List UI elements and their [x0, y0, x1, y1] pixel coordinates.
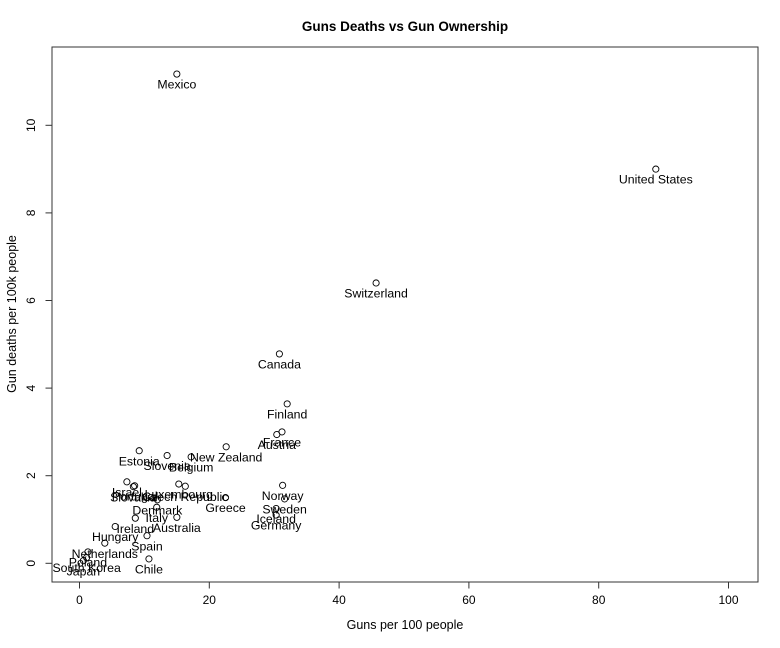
data-point: [281, 495, 289, 503]
data-point-label: South Korea: [52, 561, 121, 575]
x-tick-label: 40: [332, 593, 346, 607]
data-point: [275, 350, 283, 358]
x-tick-label: 60: [462, 593, 476, 607]
data-point: [101, 539, 109, 547]
data-point-label: Austria: [258, 438, 296, 452]
data-point-label: Portugal: [112, 489, 158, 503]
data-point-label: Slovakia: [110, 490, 157, 504]
data-point: [283, 400, 291, 408]
data-point-label: Australia: [153, 521, 201, 535]
data-point-label: Germany: [251, 519, 302, 533]
data-point-label: Czech Republic: [142, 490, 228, 504]
data-point: [123, 478, 131, 486]
y-tick-label: 4: [24, 384, 38, 391]
data-point-label: Hungary: [92, 530, 139, 544]
data-points: [79, 70, 660, 565]
y-tick-label: 8: [24, 209, 38, 216]
x-tick-label: 100: [718, 593, 738, 607]
data-point-label: Mexico: [157, 78, 196, 92]
data-point: [279, 481, 287, 489]
data-point: [187, 453, 195, 461]
data-point-label: Greece: [205, 501, 245, 515]
data-point: [111, 522, 119, 531]
x-tick-label: 80: [592, 593, 606, 607]
x-axis-ticks: 0 20 40 60 80 100: [76, 582, 739, 607]
data-point: [145, 555, 153, 563]
data-point-labels: Mexico United States Switzerland Canada Finl…: [52, 78, 692, 579]
data-point: [273, 430, 281, 439]
data-point: [153, 496, 161, 504]
data-point: [372, 279, 380, 287]
data-point-label: Switzerland: [344, 287, 408, 301]
data-point-label: Estonia: [119, 454, 160, 468]
data-point: [181, 482, 189, 490]
data-point: [652, 165, 660, 173]
data-point: [153, 503, 161, 511]
x-tick-label: 0: [76, 593, 83, 607]
data-point-label: Italy: [145, 511, 168, 525]
data-point-label: Finland: [267, 407, 307, 421]
data-point-label: Iceland: [256, 512, 296, 526]
data-point: [143, 532, 151, 540]
data-point-label: Ireland: [117, 522, 155, 536]
chart-title: Guns Deaths vs Gun Ownership: [302, 19, 508, 34]
y-tick-label: 0: [24, 560, 38, 567]
y-axis-title: Gun deaths per 100k people: [5, 235, 19, 393]
data-point-label: France: [263, 436, 301, 450]
data-point-label: Denmark: [132, 503, 183, 517]
data-point: [163, 452, 171, 460]
x-axis-title: Guns per 100 people: [347, 618, 464, 632]
data-point-label: Israel: [112, 485, 142, 499]
data-point-label: Norway: [262, 489, 305, 503]
data-point: [272, 511, 280, 519]
data-point: [135, 447, 143, 455]
plot-frame: [51, 46, 759, 583]
data-point-label: Belgium: [169, 460, 213, 474]
data-point-label: Poland: [69, 556, 107, 570]
data-point-label: United States: [619, 173, 693, 187]
data-point: [222, 443, 230, 451]
data-point: [79, 557, 87, 565]
y-axis-ticks: 0 2 4 6 8 10: [24, 118, 52, 567]
data-point-label: New Zealand: [190, 450, 263, 464]
data-point-label: Netherlands: [72, 547, 138, 561]
data-point-label: Spain: [131, 539, 163, 553]
data-point: [221, 494, 230, 502]
data-point-label: Chile: [135, 563, 163, 577]
data-point: [173, 70, 181, 78]
y-tick-label: 10: [24, 118, 38, 132]
y-tick-label: 6: [24, 297, 38, 304]
data-point-label: Canada: [258, 358, 301, 372]
data-point: [131, 482, 139, 490]
data-point-label: Sweden: [262, 503, 307, 517]
data-point-label: Slovenia: [144, 459, 191, 473]
y-tick-label: 2: [24, 472, 38, 479]
data-point: [175, 480, 183, 488]
data-point: [173, 513, 181, 521]
data-point: [129, 483, 137, 491]
x-tick-label: 20: [203, 593, 217, 607]
data-point-label: Luxembourg: [145, 488, 214, 502]
data-point: [131, 514, 139, 522]
data-point-label: Japan: [67, 564, 101, 578]
